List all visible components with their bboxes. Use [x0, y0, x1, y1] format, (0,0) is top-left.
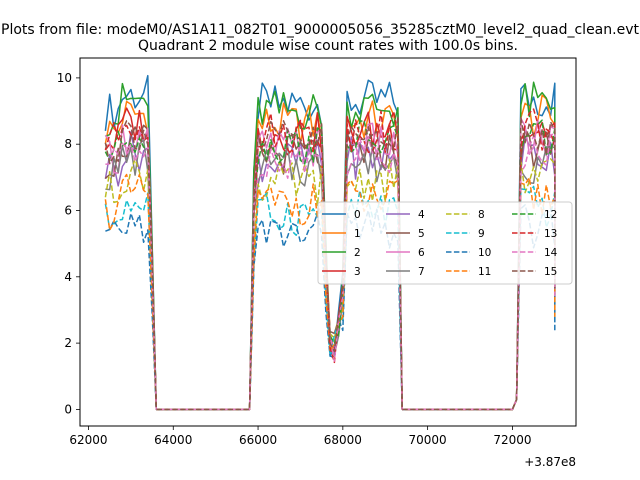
x-axis: 62000 64000 66000 68000 70000 72000 [69, 426, 532, 447]
series-line-15 [104, 115, 556, 411]
x-tick-label: 68000 [324, 433, 362, 447]
y-tick-label: 2 [64, 336, 72, 350]
y-tick-label: 4 [64, 270, 72, 284]
legend-label-3: 3 [354, 266, 361, 278]
y-tick-label: 10 [57, 71, 72, 85]
legend-box [317, 201, 573, 285]
series-line-13 [104, 108, 556, 411]
legend-label-11: 11 [478, 266, 491, 278]
y-tick-label: 8 [64, 137, 72, 151]
legend-label-9: 9 [478, 228, 485, 240]
x-tick-label: 64000 [154, 433, 192, 447]
y-tick-label: 0 [64, 402, 72, 416]
legend-label-7: 7 [418, 266, 425, 278]
figure-suptitle: Plots from file: modeM0/AS1A11_082T01_90… [1, 22, 639, 38]
legend-label-6: 6 [418, 247, 425, 259]
legend-label-14: 14 [544, 247, 558, 259]
x-tick-label: 62000 [69, 433, 107, 447]
legend-label-5: 5 [418, 228, 425, 240]
legend-label-1: 1 [354, 228, 361, 240]
x-tick-label: 72000 [493, 433, 531, 447]
plot-area [104, 74, 556, 411]
legend-label-10: 10 [478, 247, 491, 259]
legend-label-8: 8 [478, 209, 485, 221]
y-tick-label: 6 [64, 204, 72, 218]
x-tick-label: 70000 [409, 433, 447, 447]
legend-label-4: 4 [418, 209, 425, 221]
x-offset-label: +3.87e8 [524, 455, 576, 469]
legend-label-15: 15 [544, 266, 557, 278]
x-tick-label: 66000 [239, 433, 277, 447]
legend-label-2: 2 [354, 247, 361, 259]
chart-title: Quadrant 2 module wise count rates with … [138, 38, 518, 54]
y-axis: 0 2 4 6 8 10 [57, 71, 80, 416]
legend-label-13: 13 [544, 228, 557, 240]
legend-label-0: 0 [354, 209, 361, 221]
legend-label-12: 12 [544, 209, 557, 221]
axes-frame [79, 57, 577, 427]
